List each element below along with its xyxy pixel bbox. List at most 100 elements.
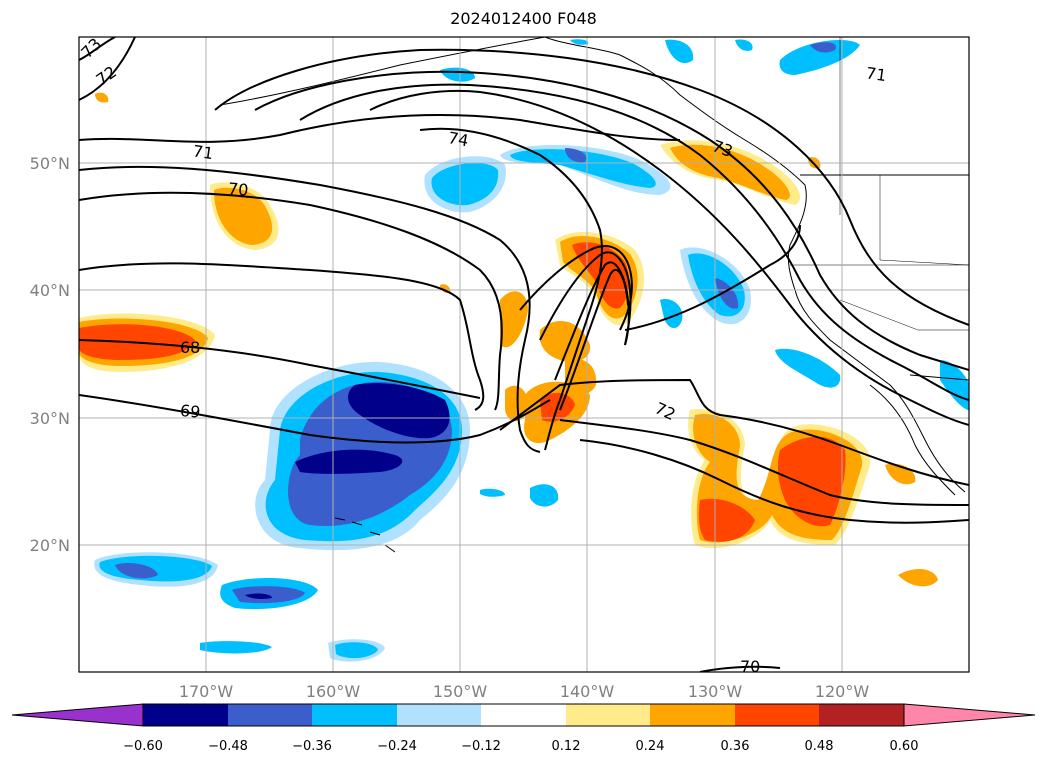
contour-line (79, 262, 485, 411)
longitude-tick-labels: 170°W 160°W 150°W 140°W 130°W 120°W (179, 682, 870, 701)
positive-anomaly-region (95, 92, 109, 103)
contour-line (79, 339, 481, 399)
negative-anomaly-region (530, 484, 559, 507)
contour-line (624, 224, 801, 331)
negative-anomaly-region (348, 383, 450, 439)
hawaii-islands (334, 517, 396, 553)
negative-anomaly-region (431, 163, 499, 206)
colorbar-segment (481, 704, 566, 726)
positive-anomaly-region (214, 187, 273, 245)
colorbar-tick-label: −0.48 (208, 739, 248, 754)
latitude-tick-labels: 50°N 40°N 30°N 20°N (30, 154, 70, 555)
negative-anomaly-region (735, 39, 753, 51)
latitude-tick-label: 40°N (30, 281, 70, 300)
colorbar: −0.60 −0.48 −0.36 −0.24 −0.12 0.12 0.24 … (11, 703, 1036, 754)
map-frame (78, 36, 970, 673)
alaska-coast (219, 37, 546, 106)
negative-anomaly-region (335, 642, 378, 659)
north-america-coast (544, 37, 966, 493)
positive-anomaly-region (670, 144, 790, 200)
positive-anomaly-region (565, 358, 597, 395)
contour-label: 70 (227, 179, 249, 200)
contour-line (79, 191, 503, 411)
colorbar-segment (819, 704, 904, 726)
coastlines (219, 37, 969, 553)
longitude-tick-label: 140°W (560, 682, 615, 701)
contour-line (559, 268, 629, 411)
state-boundary (839, 299, 969, 331)
colorbar-segment (735, 704, 819, 726)
latitude-tick-label: 30°N (30, 409, 70, 428)
negative-anomaly-region (570, 39, 589, 45)
colorbar-segment (312, 704, 397, 726)
contour-line (559, 419, 969, 506)
contour-line (214, 48, 969, 326)
contour-line (299, 83, 969, 401)
contour-line (499, 378, 969, 486)
colorbar-tick-label: 0.24 (636, 739, 665, 754)
colorbar-tick-label: 0.48 (805, 739, 834, 754)
colorbar-tick-label: 0.12 (552, 739, 581, 754)
positive-anomaly-region (898, 568, 938, 587)
contour-line (79, 165, 541, 453)
colorbar-segment (228, 704, 312, 726)
contour-line (554, 261, 630, 381)
positive-anomaly-region (500, 291, 528, 348)
state-boundary (879, 175, 969, 266)
contour-line (699, 665, 781, 672)
positive-anomaly-region (572, 242, 630, 309)
colorbar-high-extension (903, 703, 1036, 727)
positive-anomaly-region (777, 436, 846, 527)
colorbar-tick-label: −0.60 (123, 739, 163, 754)
map-title: 2024012400 F048 (450, 9, 597, 28)
contour-line (419, 127, 603, 451)
colorbar-tick-label: −0.24 (377, 739, 417, 754)
colorbar-low-extension (11, 703, 144, 727)
contour-line (369, 89, 969, 426)
contour-label: 71 (192, 141, 215, 163)
longitude-tick-label: 150°W (433, 682, 488, 701)
colorbar-segment (650, 704, 735, 726)
negative-anomaly-region (200, 641, 272, 654)
negative-anomaly-region (775, 348, 841, 388)
gridlines (79, 37, 969, 672)
colorbar-segment (143, 704, 228, 726)
contour-line (79, 37, 136, 101)
longitude-tick-label: 130°W (688, 682, 743, 701)
longitude-tick-label: 160°W (306, 682, 361, 701)
contour-line (79, 37, 116, 61)
longitude-tick-label: 120°W (815, 682, 870, 701)
latitude-tick-label: 50°N (30, 154, 70, 173)
colorbar-segment (397, 704, 481, 726)
contour-line (539, 251, 632, 346)
positive-anomaly-region (698, 498, 755, 542)
colorbar-tick-label: −0.36 (292, 739, 332, 754)
contour-label: 68 (180, 338, 200, 357)
negative-anomaly-region (480, 488, 505, 497)
colorbar-tick-label: 0.36 (721, 739, 750, 754)
negative-anomaly-region (232, 586, 305, 604)
baja-california-coast (869, 384, 956, 496)
contour-line (579, 439, 969, 524)
colorbar-tick-label: −0.12 (461, 739, 501, 754)
negative-anomaly-region (565, 148, 587, 163)
colorbar-tick-labels: −0.60 −0.48 −0.36 −0.24 −0.12 0.12 0.24 … (123, 739, 918, 754)
map-panel (79, 37, 969, 672)
contour-line (79, 114, 681, 143)
latitude-tick-label: 20°N (30, 536, 70, 555)
negative-anomaly-region (715, 278, 739, 309)
negative-anomaly-region (810, 42, 836, 53)
positive-anomaly-region (539, 321, 591, 362)
negative-anomaly-region (665, 39, 694, 64)
longitude-tick-label: 170°W (179, 682, 234, 701)
contour-label: 70 (740, 657, 760, 676)
negative-anomaly-region (115, 563, 158, 579)
contour-label: 74 (447, 128, 470, 150)
negative-anomaly-region (245, 593, 272, 599)
colorbar-segment (566, 704, 650, 726)
contour-line (254, 70, 969, 371)
contour-label: 71 (865, 63, 888, 85)
negative-anomaly-region (660, 299, 683, 329)
colorbar-tick-label: 0.60 (890, 739, 919, 754)
